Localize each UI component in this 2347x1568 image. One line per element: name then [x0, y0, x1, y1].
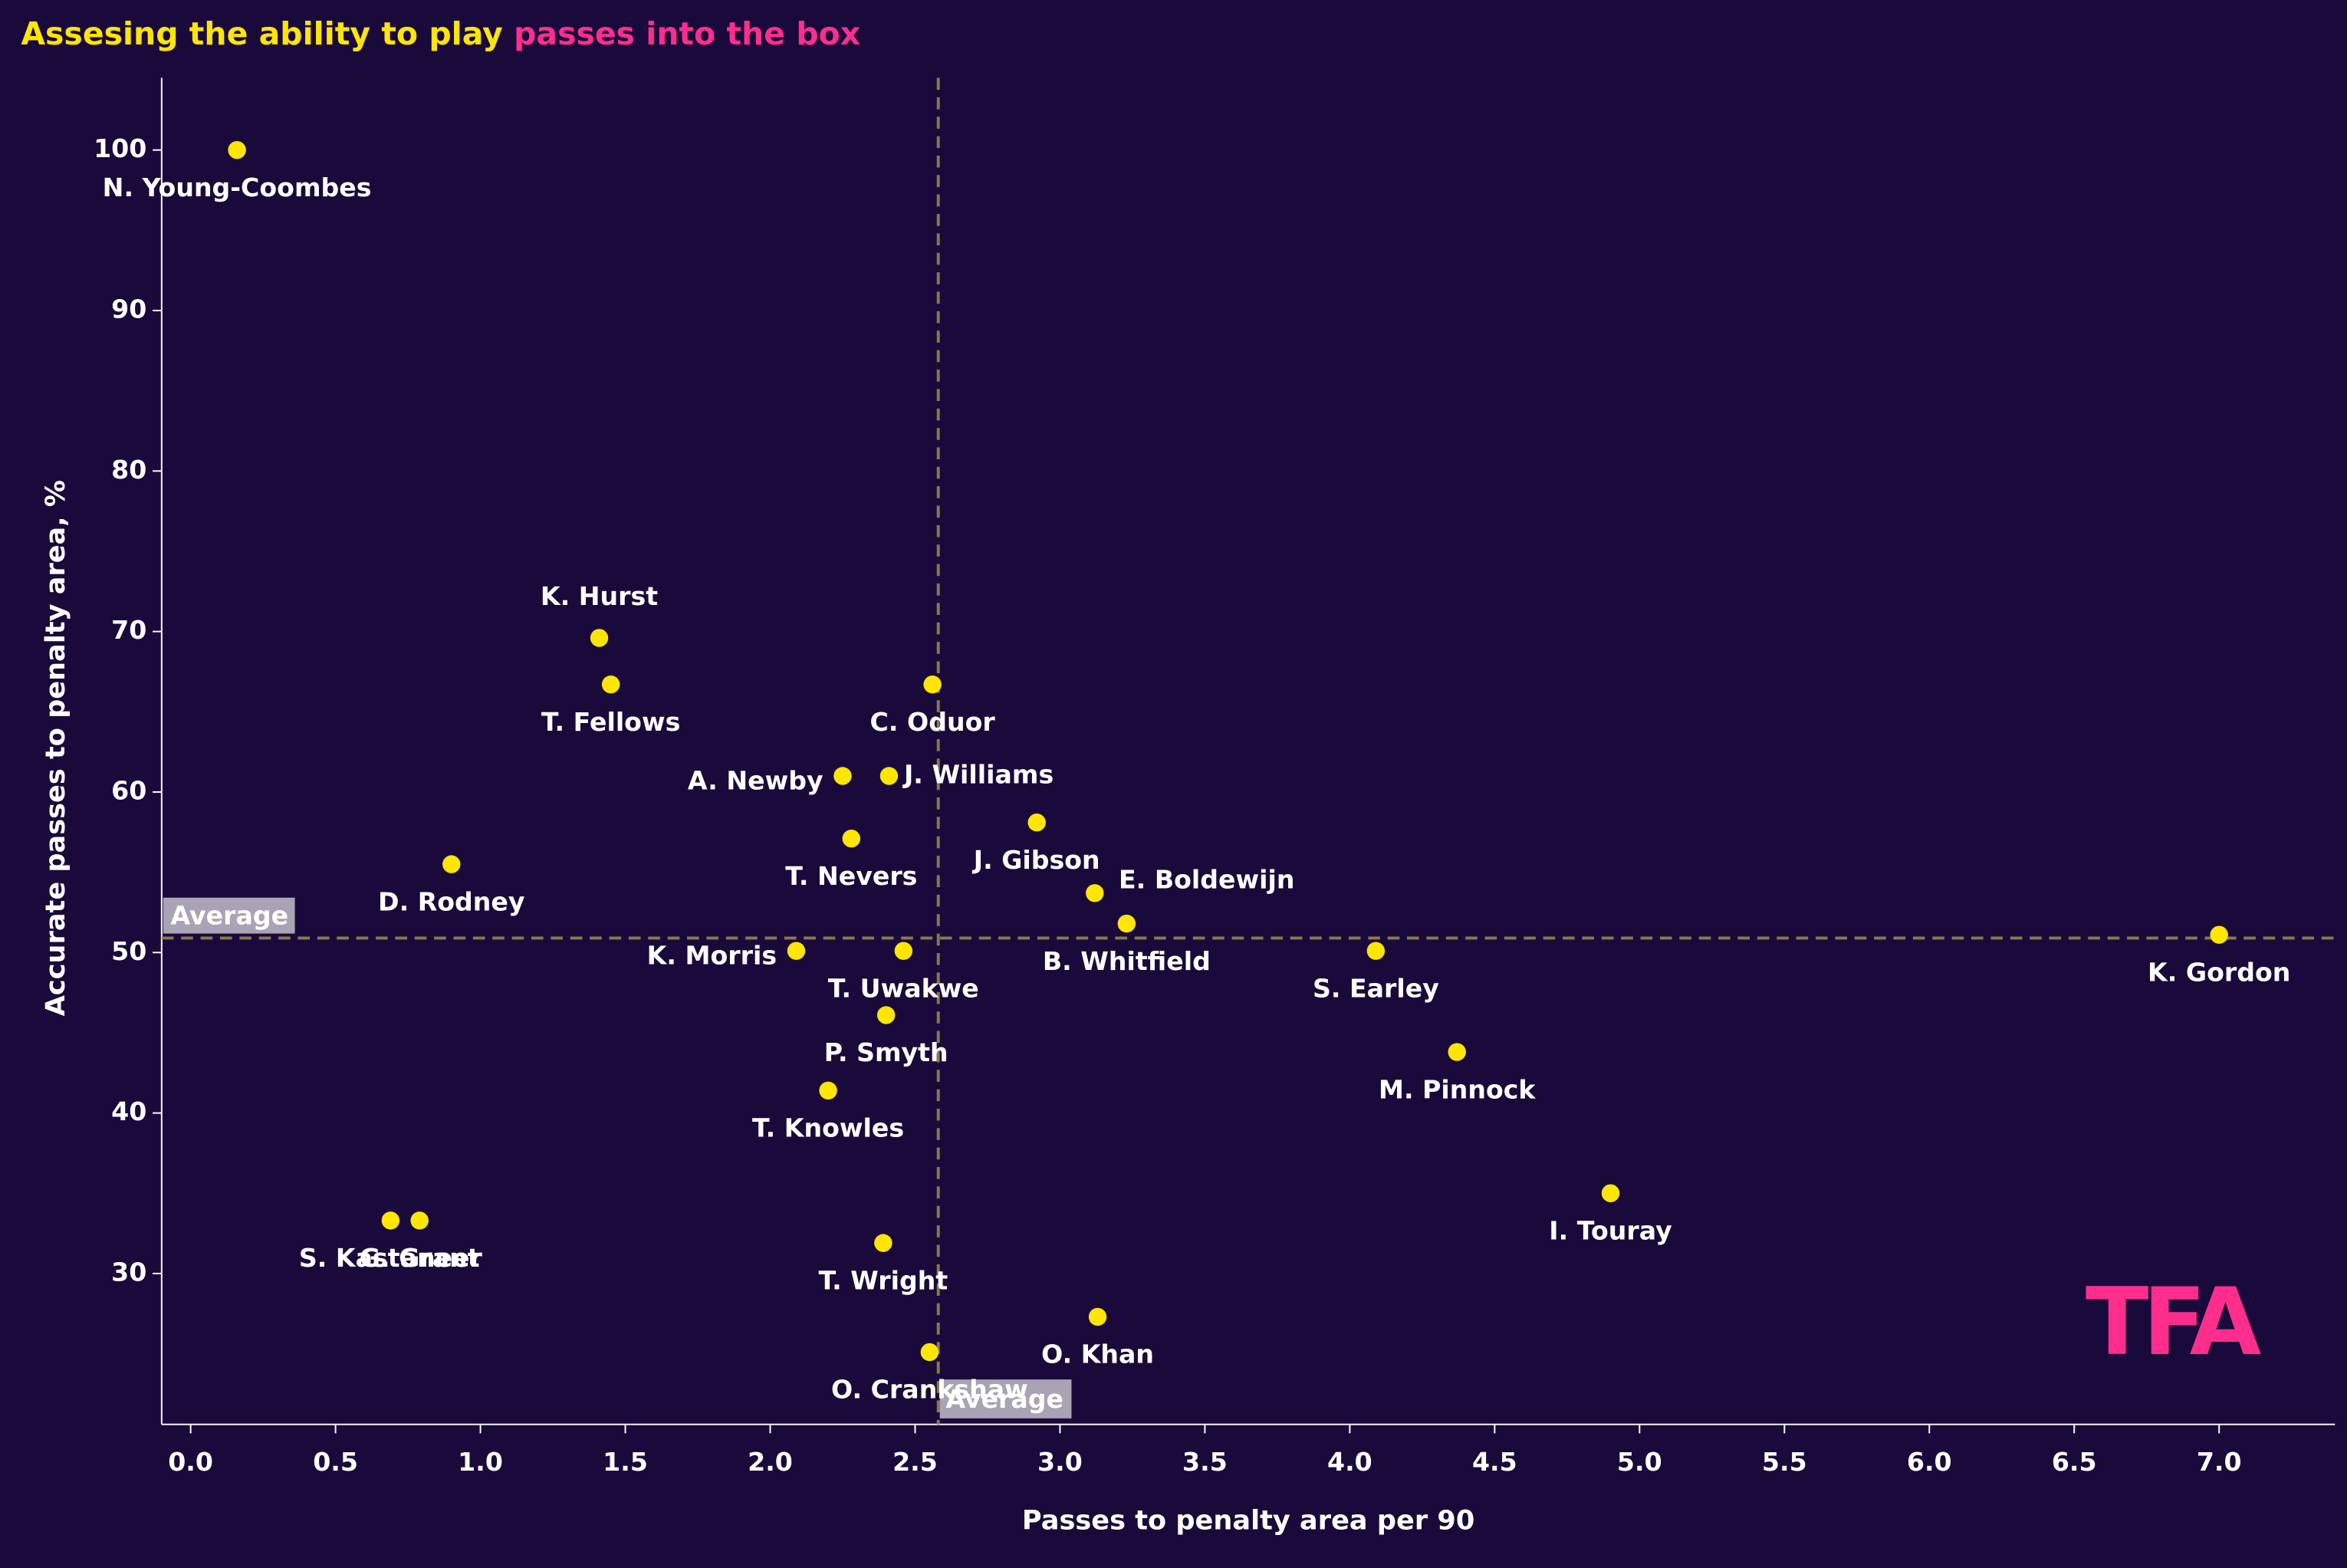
y-tick-label: 80: [111, 455, 146, 485]
point-label: S. Earley: [1313, 973, 1439, 1003]
point: [876, 1006, 896, 1024]
title-text: Assesing the ability to play: [21, 15, 514, 52]
point: [442, 855, 461, 873]
point-label: K. Hurst: [541, 581, 658, 611]
point-label: S. Kastaneer: [299, 1243, 483, 1273]
point-label: N. Young-Coombes: [103, 173, 372, 202]
point: [1027, 814, 1046, 832]
point-label: D. Rodney: [378, 886, 525, 916]
x-tick-label: 6.0: [1907, 1447, 1952, 1477]
point: [601, 675, 620, 694]
y-tick-label: 50: [111, 936, 146, 966]
x-tick-label: 4.0: [1327, 1447, 1372, 1477]
x-tick-label: 5.5: [1762, 1447, 1807, 1477]
point-label: T. Wright: [819, 1265, 948, 1295]
point: [1088, 1307, 1107, 1326]
point: [842, 829, 861, 848]
y-axis-label: Accurate passes to penalty area, %: [40, 480, 71, 1016]
x-tick-label: 5.0: [1617, 1447, 1662, 1477]
point: [1448, 1043, 1466, 1061]
point-label: I. Touray: [1549, 1215, 1672, 1245]
x-tick-label: 3.0: [1037, 1447, 1083, 1477]
y-tick-label: 40: [111, 1096, 146, 1126]
chart-title: Assesing the ability to play passes into…: [21, 15, 860, 52]
point-label: C. Oduor: [870, 707, 996, 737]
point-label: K. Morris: [647, 940, 777, 970]
x-tick-label: 4.5: [1472, 1447, 1517, 1477]
point-label: T. Knowles: [752, 1113, 904, 1143]
y-tick-label: 70: [111, 615, 146, 645]
point-label: T. Uwakwe: [828, 973, 979, 1003]
x-tick-label: 2.0: [748, 1447, 793, 1477]
average-badge: [163, 897, 295, 934]
x-tick-label: 1.0: [458, 1447, 503, 1477]
point-label: M. Pinnock: [1379, 1074, 1536, 1104]
y-tick-label: 90: [111, 294, 146, 324]
point-label: B. Whitfield: [1043, 946, 1211, 976]
point: [819, 1081, 837, 1100]
title-highlight: passes into the box: [514, 15, 860, 52]
x-tick-label: 0.0: [168, 1447, 213, 1477]
x-axis-label: Passes to penalty area per 90: [1022, 1505, 1474, 1537]
point: [410, 1211, 429, 1230]
point: [228, 140, 246, 159]
average-badge: [939, 1379, 1072, 1418]
x-tick-label: 7.0: [2197, 1447, 2242, 1477]
point-label: J. Gibson: [972, 845, 1100, 875]
point: [1366, 942, 1386, 960]
point-label: O. Crankshaw: [831, 1375, 1028, 1405]
average-label: Average: [171, 901, 289, 931]
point: [1086, 884, 1104, 902]
x-tick-label: 2.5: [892, 1447, 938, 1477]
x-tick-label: 1.5: [603, 1447, 648, 1477]
y-tick-label: 30: [111, 1257, 146, 1287]
point: [2210, 925, 2228, 944]
point-label: K. Gordon: [2148, 957, 2290, 987]
point: [787, 942, 806, 960]
point: [920, 1343, 939, 1362]
point-label: G. Grant: [360, 1243, 480, 1273]
point: [833, 767, 852, 785]
point: [1117, 914, 1136, 933]
point-label: T. Nevers: [785, 861, 917, 891]
x-tick-label: 3.5: [1182, 1447, 1228, 1477]
point-label: P. Smyth: [824, 1037, 948, 1067]
point-label: A. Newby: [688, 765, 823, 795]
point: [590, 629, 609, 647]
point: [381, 1211, 400, 1230]
point: [894, 942, 913, 960]
y-tick-label: 60: [111, 775, 146, 805]
point: [879, 767, 899, 785]
average-label: Average: [945, 1384, 1063, 1414]
x-tick-label: 6.5: [2052, 1447, 2097, 1477]
point-label: E. Boldewijn: [1119, 865, 1294, 895]
point-label: T. Fellows: [541, 707, 680, 737]
y-tick-label: 100: [94, 133, 146, 163]
point: [923, 675, 942, 694]
x-tick-label: 0.5: [313, 1447, 358, 1477]
point-label: O. Khan: [1041, 1340, 1154, 1369]
logo: TFA: [2086, 1268, 2262, 1376]
point-label: J. Williams: [902, 760, 1054, 790]
point: [1601, 1184, 1620, 1202]
point: [874, 1234, 892, 1252]
